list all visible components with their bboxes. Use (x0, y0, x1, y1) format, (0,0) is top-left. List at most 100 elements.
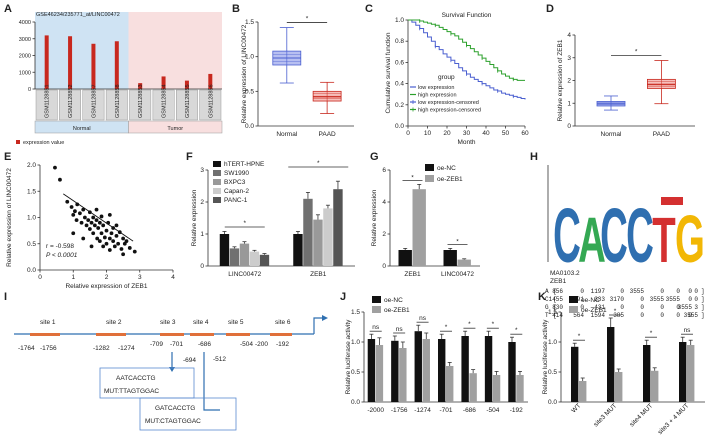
y-tick-label: 1.0 (27, 215, 36, 222)
x-tick-label: 2 (105, 274, 109, 281)
significance-mark: * (411, 174, 414, 181)
data-point (104, 241, 109, 246)
matrix-base: T (545, 312, 549, 319)
panel-label-e: E (4, 151, 11, 163)
legend-swatch (569, 296, 578, 303)
matrix-value: 0 (660, 304, 664, 311)
matrix-value: 0 (688, 296, 692, 303)
matrix-value: 564 (573, 312, 584, 319)
site4-pointer (203, 352, 220, 411)
legend-label: oe-NC (581, 297, 600, 304)
x-tick-label: 10 (424, 130, 432, 137)
x-tick-label: -2000 (367, 407, 384, 414)
data-point (132, 249, 137, 254)
legend-swatch (213, 170, 221, 176)
data-point (71, 231, 76, 236)
panel-j: 0.0 0.5 1.0 1.5 -2000 -1756 -1274 -701 -686 -504 -… (345, 296, 528, 414)
x-tick-label: 0 (406, 130, 410, 137)
x-tick-label: 60 (521, 130, 529, 137)
site-label: site 2 (106, 319, 122, 326)
data-point (97, 239, 102, 244)
data-point (124, 239, 129, 244)
y-tick-label: 1.5 (27, 188, 36, 195)
panel-label-a: A (4, 3, 12, 15)
category-label: GSM1128854 (162, 84, 168, 118)
legend-label: SW1990 (224, 170, 249, 177)
tss-arrow-stem (313, 317, 324, 334)
matrix-bracket: [ (553, 296, 557, 303)
motif-id: MA0103.2 (550, 270, 580, 277)
matrix-value: 0 (676, 312, 680, 319)
data-bar (457, 259, 471, 266)
legend-label: oe-ZEB1 (437, 176, 463, 183)
motif-logo-letter: C (553, 192, 581, 278)
x-tick-label: 1 (71, 274, 75, 281)
site4-mut-sequence: MUT:CTAGTGGAC (145, 418, 201, 425)
category-label: GSM1128853 (138, 84, 144, 118)
significance-mark: * (306, 16, 309, 23)
x-tick-label: PAAD (653, 131, 671, 138)
x-tick-label: site4 MUT (629, 402, 655, 428)
matrix-value: 0 (640, 296, 644, 303)
legend-label: low expression (418, 85, 454, 91)
data-bar (492, 375, 501, 402)
data-bar (208, 73, 213, 89)
matrix-value: 1594 (591, 312, 606, 319)
data-bar (367, 339, 376, 402)
category-label: GSM1128852 (68, 84, 74, 118)
site-position: -504 (240, 341, 253, 348)
data-point (114, 223, 119, 228)
binding-site (160, 333, 184, 336)
chart-title: GSE46234/235771_at/LINC00472 (36, 12, 120, 18)
data-bar (313, 219, 323, 266)
data-bar (229, 248, 240, 266)
site-position: -200 (255, 341, 268, 348)
data-point (89, 220, 94, 225)
binding-site (270, 333, 292, 336)
data-point (91, 231, 96, 236)
regression-line (63, 193, 134, 242)
y-axis-label: Relative expression of LINC00472 (6, 168, 13, 267)
y-tick-label: 0.2 (395, 102, 404, 109)
matrix-value: 385 (613, 312, 624, 319)
x-tick-label: 50 (502, 130, 510, 137)
data-point (65, 199, 70, 204)
data-point (111, 239, 116, 244)
data-bar (579, 381, 587, 402)
y-tick-label: 1.0 (351, 339, 360, 346)
y-tick-label: 2 (567, 78, 571, 85)
data-bar (651, 370, 659, 402)
site-label: site 6 (275, 319, 291, 326)
y-tick-label: 1.5 (351, 309, 360, 316)
data-point (82, 215, 87, 220)
data-bar (687, 345, 695, 402)
y-tick-label: 1.5 (245, 19, 254, 26)
data-bar (398, 250, 412, 266)
data-point (84, 223, 89, 228)
data-point (121, 252, 126, 257)
matrix-value: 0 (620, 304, 624, 311)
y-tick-label: 0.5 (27, 241, 36, 248)
y-axis-label: Relative expression (371, 189, 378, 246)
significance-ns: ns (684, 327, 692, 334)
x-tick-label: site3 + 4 MUT (657, 402, 691, 435)
y-tick-label: 4 (382, 199, 386, 206)
y-axis-label: Relative expression of ZEB1 (557, 39, 564, 121)
x-tick-label: LINC00472 (228, 271, 261, 278)
data-bar (508, 342, 516, 402)
data-bar (399, 348, 407, 402)
site-position: -1756 (40, 345, 57, 352)
site-label: site 1 (40, 319, 56, 326)
sample-box (82, 89, 105, 121)
panel-labels: A B C D E F G H I J K (4, 3, 554, 303)
data-point (91, 215, 96, 220)
site-position: -694 (183, 357, 196, 364)
y-tick-label: 0 (200, 263, 204, 270)
data-point (94, 207, 99, 212)
panel-a: GSE46234/235771_at/LINC00472 0 1000 2000 300… (16, 12, 223, 146)
matrix-bracket: ] (701, 296, 705, 303)
data-point (79, 220, 84, 225)
x-tick-label: WT (570, 402, 582, 414)
